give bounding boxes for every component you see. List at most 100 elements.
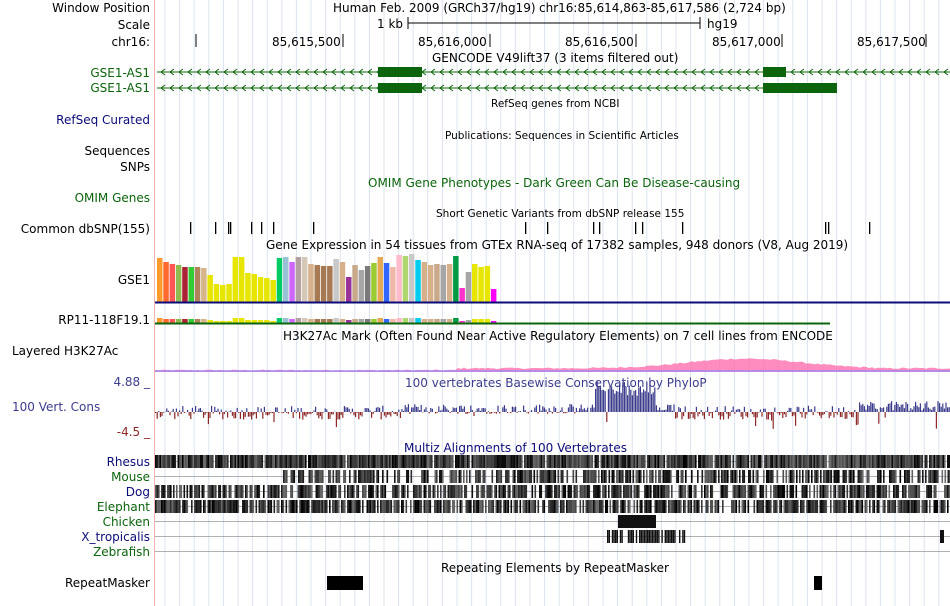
conservation-bar: [396, 412, 398, 417]
multiz-block-mouse: [709, 470, 711, 483]
multiz-block-rhesus: [209, 455, 211, 468]
multiz-block-mouse: [739, 470, 741, 483]
gse1-label[interactable]: GSE1: [117, 273, 150, 287]
multiz-block-mouse: [478, 470, 480, 483]
conservation-bar: [174, 412, 176, 420]
multiz-block-dog: [335, 485, 337, 498]
ruler-tick-label-2: 85,616,000: [418, 35, 487, 49]
multiz-block-dog: [753, 485, 756, 498]
gtex-bar-small: [440, 319, 446, 323]
multiz-block-rhesus: [282, 455, 285, 468]
snp-mark: [682, 222, 684, 234]
multiz-block-elephant: [731, 500, 733, 513]
multiz-block-rhesus: [312, 455, 315, 468]
multiz-block-rhesus: [491, 455, 493, 468]
gtex-bar: [289, 262, 295, 302]
multiz-block-mouse: [922, 470, 924, 483]
species-mouse[interactable]: Mouse: [111, 470, 150, 484]
multiz-block-rhesus: [942, 455, 945, 468]
multiz-block-x-tropicalis: [607, 530, 609, 543]
conservation-bar: [633, 390, 635, 412]
multiz-block-elephant: [426, 500, 429, 513]
conservation-bar: [579, 408, 581, 413]
multiz-block-rhesus: [893, 455, 895, 468]
conservation-bar: [398, 409, 400, 412]
h3k27ac-label[interactable]: Layered H3K27Ac: [12, 344, 119, 358]
multiz-block-dog: [432, 485, 435, 498]
conservation-bar: [385, 412, 387, 418]
multiz-block-elephant: [890, 500, 892, 513]
conservation-bar: [780, 412, 782, 414]
multiz-block-elephant: [398, 500, 400, 513]
multiz-block-elephant: [929, 500, 931, 513]
conservation-bar: [881, 408, 883, 413]
gene-gse1-as1-1-strand-arrow: [628, 68, 634, 76]
multiz-block-elephant: [204, 500, 207, 513]
multiz-block-rhesus: [396, 455, 399, 468]
species-rhesus[interactable]: Rhesus: [106, 455, 150, 469]
multiz-block-elephant: [893, 500, 895, 513]
species-elephant[interactable]: Elephant: [96, 500, 150, 514]
dbsnp-label[interactable]: Common dbSNP(155): [20, 222, 150, 236]
species-dog[interactable]: Dog: [125, 485, 150, 499]
conservation-bar: [486, 412, 488, 414]
multiz-block-rhesus: [740, 455, 742, 468]
gene-label-gse1-as1-1[interactable]: GSE1-AS1: [90, 66, 150, 80]
multiz-block-rhesus: [602, 455, 604, 468]
multiz-block-dog: [881, 485, 883, 498]
omim-label[interactable]: OMIM Genes: [74, 191, 150, 205]
conservation-bar: [323, 412, 325, 413]
multiz-block-dog: [201, 485, 204, 498]
refseq-label[interactable]: RefSeq Curated: [56, 113, 150, 127]
conservation-bar: [873, 403, 875, 412]
multiz-block-dog: [630, 485, 633, 498]
multiz-block-dog: [525, 485, 528, 498]
repeatmasker-label[interactable]: RepeatMasker: [64, 576, 150, 590]
multiz-block-elephant: [734, 500, 736, 513]
snp-mark: [593, 222, 595, 234]
rp11-label[interactable]: RP11-118F19.1: [58, 313, 150, 327]
multiz-block-rhesus: [912, 455, 915, 468]
conservation-bar: [390, 412, 392, 417]
multiz-block-elephant: [366, 500, 369, 513]
multiz-block-dog: [608, 485, 610, 498]
species-chicken[interactable]: Chicken: [102, 515, 150, 529]
conservation-bar: [526, 412, 528, 413]
multiz-block-rhesus: [168, 455, 171, 468]
gene-gse1-as1-2-strand-arrow: [700, 84, 706, 92]
conservation-bar: [231, 412, 233, 416]
multiz-block-dog: [854, 485, 856, 498]
conservation-bar: [934, 406, 936, 412]
species-x-tropicalis[interactable]: X_tropicalis: [81, 530, 150, 544]
species-zebrafish[interactable]: Zebrafish: [93, 545, 150, 559]
multiz-block-rhesus: [290, 455, 292, 468]
snps-label[interactable]: SNPs: [120, 160, 150, 174]
gene-label-gse1-as1-2[interactable]: GSE1-AS1: [90, 81, 150, 95]
multiz-block-rhesus: [222, 455, 225, 468]
conservation-bar: [812, 412, 814, 416]
multiz-block-dog: [878, 485, 880, 498]
sequences-label[interactable]: Sequences: [84, 144, 150, 158]
conservation-bar: [513, 407, 515, 412]
multiz-block-elephant: [215, 500, 217, 513]
multiz-block-elephant: [788, 500, 790, 513]
cons-label[interactable]: 100 Vert. Cons: [12, 400, 101, 414]
multiz-block-elephant: [891, 500, 894, 513]
multiz-block-dog: [258, 485, 261, 498]
conservation-bar: [911, 409, 913, 413]
multiz-block-rhesus: [863, 455, 865, 468]
conservation-bar: [182, 406, 184, 413]
multiz-block-mouse: [586, 470, 588, 483]
conservation-bar: [935, 412, 937, 429]
gene-gse1-as1-1-strand-arrow: [871, 68, 877, 76]
conservation-bar: [406, 407, 408, 413]
browser-image[interactable]: Human Feb. 2009 (GRCh37/hg19) chr16:85,6…: [155, 0, 950, 606]
gtex-bar-small: [289, 319, 295, 323]
gene-gse1-as1-2-strand-arrow: [736, 84, 742, 92]
multiz-block-elephant: [416, 500, 418, 513]
multiz-block-dog: [735, 485, 738, 498]
gene-gse1-as1-2-strand-arrow: [439, 84, 445, 92]
conservation-bar: [318, 412, 320, 419]
multiz-block-rhesus: [690, 455, 693, 468]
multiz-block-mouse: [757, 470, 759, 483]
